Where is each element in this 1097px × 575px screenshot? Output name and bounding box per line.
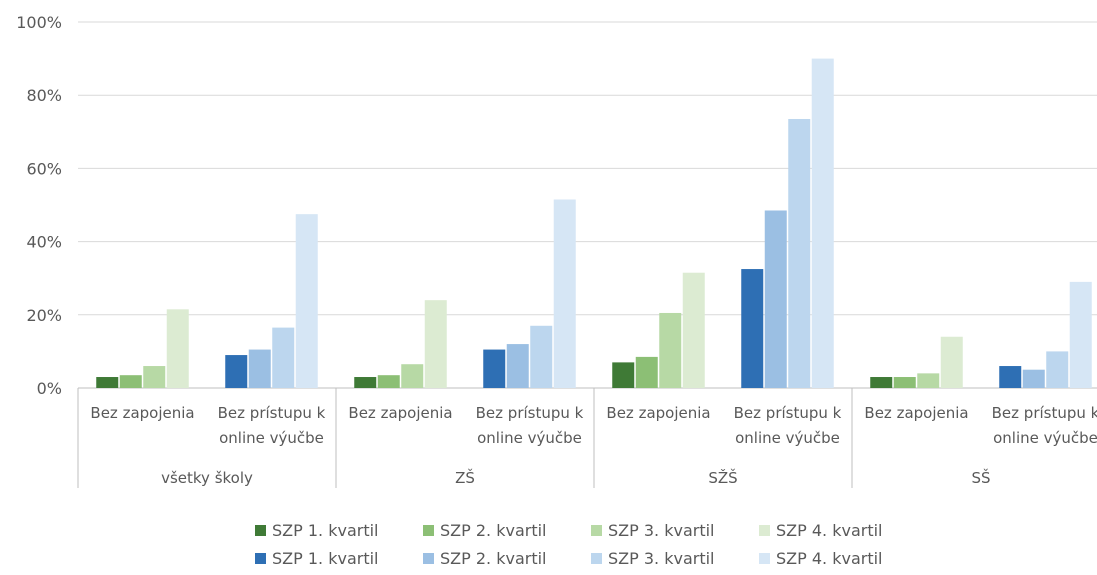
bar <box>811 58 834 388</box>
y-tick-label: 20% <box>26 306 62 325</box>
legend-item: SZP 3. kvartil <box>591 549 759 568</box>
bar <box>917 373 940 388</box>
bar <box>940 336 963 388</box>
legend-label: SZP 1. kvartil <box>272 520 379 540</box>
category-label: online výučbe <box>477 429 582 447</box>
group-label: všetky školy <box>161 469 253 487</box>
category-label: Bez prístupu k <box>218 404 326 422</box>
category-label: Bez prístupu k <box>992 404 1097 422</box>
bar <box>659 312 682 388</box>
legend-label: SZP 2. kvartil <box>440 548 547 568</box>
bar <box>483 349 506 388</box>
legend-label: SZP 4. kvartil <box>776 520 883 540</box>
bar <box>682 272 705 388</box>
bar <box>999 366 1022 388</box>
bar <box>96 377 119 388</box>
bar <box>893 377 916 388</box>
legend-swatch <box>759 552 770 564</box>
y-tick-label: 80% <box>26 86 62 105</box>
bar <box>741 269 764 388</box>
bar <box>530 325 553 388</box>
bar <box>764 210 787 388</box>
category-label: Bez zapojenia <box>606 404 710 422</box>
bar <box>870 377 893 388</box>
bar <box>225 355 248 388</box>
category-label: Bez prístupu k <box>476 404 584 422</box>
legend-item: SZP 1. kvartil <box>255 521 423 540</box>
y-tick-label: 0% <box>37 379 62 398</box>
legend-item: SZP 1. kvartil <box>255 549 423 568</box>
category-label: Bez zapojenia <box>90 404 194 422</box>
bar <box>354 377 377 388</box>
legend-swatch <box>255 552 266 564</box>
category-label: Bez zapojenia <box>348 404 452 422</box>
bar <box>1046 351 1069 388</box>
bar <box>272 327 295 388</box>
legend-row: SZP 1. kvartil SZP 2. kvartil SZP 3. kvart… <box>255 544 955 572</box>
category-label: online výučbe <box>735 429 840 447</box>
y-tick-label: 60% <box>26 159 62 178</box>
legend-label: SZP 1. kvartil <box>272 548 379 568</box>
legend-swatch <box>759 524 770 536</box>
legend-label: SZP 3. kvartil <box>608 548 715 568</box>
category-label: online výučbe <box>993 429 1097 447</box>
group-label: ZŠ <box>455 468 475 487</box>
category-label: Bez prístupu k <box>734 404 842 422</box>
bar <box>788 118 811 389</box>
bar <box>1069 281 1092 388</box>
legend-swatch <box>591 552 602 564</box>
bar <box>612 362 635 388</box>
legend-swatch <box>591 524 602 536</box>
legend-item: SZP 2. kvartil <box>423 549 591 568</box>
legend-item: SZP 2. kvartil <box>423 521 591 540</box>
bar <box>506 344 529 388</box>
bar <box>166 309 189 388</box>
chart-legend: SZP 1. kvartil SZP 2. kvartil SZP 3. kvart… <box>255 516 955 572</box>
legend-swatch <box>255 524 266 536</box>
bar <box>143 366 166 388</box>
legend-swatch <box>423 524 434 536</box>
bar <box>119 375 142 388</box>
legend-label: SZP 4. kvartil <box>776 548 883 568</box>
y-tick-label: 40% <box>26 233 62 252</box>
group-label: SŠ <box>971 468 990 487</box>
category-label: Bez zapojenia <box>864 404 968 422</box>
bar-chart: 0% 20% 40% 60% 80% 100% Bez zapojenia Bez príst… <box>16 13 1097 488</box>
bar <box>1022 369 1045 388</box>
bar <box>635 356 658 388</box>
bar <box>424 300 447 388</box>
category-label: online výučbe <box>219 429 324 447</box>
legend-label: SZP 3. kvartil <box>608 520 715 540</box>
legend-item: SZP 3. kvartil <box>591 521 759 540</box>
bar <box>401 364 424 388</box>
bar <box>377 375 400 388</box>
bar <box>553 199 576 388</box>
legend-swatch <box>423 552 434 564</box>
bar <box>295 214 318 388</box>
group-label: SŽŠ <box>708 468 737 487</box>
legend-label: SZP 2. kvartil <box>440 520 547 540</box>
legend-row: SZP 1. kvartil SZP 2. kvartil SZP 3. kvart… <box>255 516 955 544</box>
bar <box>248 349 271 388</box>
y-tick-label: 100% <box>16 13 62 32</box>
legend-item: SZP 4. kvartil <box>759 521 927 540</box>
legend-item: SZP 4. kvartil <box>759 549 927 568</box>
